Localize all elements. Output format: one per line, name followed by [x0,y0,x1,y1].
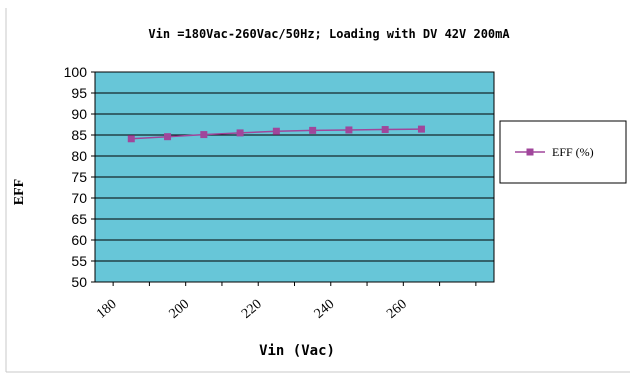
data-point-eff [381,126,389,134]
y-tick-label: 75 [71,169,87,185]
series-layer [127,125,425,143]
grid-lines [95,92,494,262]
legend-entry-label: EFF (%) [552,145,594,159]
x-axis-label: Vin (Vac) [259,343,335,359]
y-tick-label: 50 [71,274,87,290]
data-point-eff [200,131,208,139]
y-tick-label: 65 [71,211,87,227]
legend-marker-swatch [526,148,534,156]
data-point-eff [309,126,317,134]
y-tick-label: 60 [71,232,87,248]
data-point-eff [417,125,425,133]
y-tick-label: 85 [71,127,87,143]
y-axis-label: EFF [12,179,27,205]
data-point-eff [127,135,135,143]
y-tick-label: 70 [71,190,87,206]
legend: EFF (%) [499,120,627,184]
data-point-eff [345,126,353,134]
y-axis-ticks: 50 55 60 65 70 75 80 85 90 95 100 [64,64,95,290]
y-tick-label: 90 [71,106,87,122]
data-point-eff [164,133,172,141]
data-point-eff [272,127,280,135]
data-point-eff [236,129,244,137]
y-tick-label: 100 [64,64,88,80]
chart-title: Vin =180Vac-260Vac/50Hz; Loading with DV… [148,27,510,41]
y-tick-label: 80 [71,148,87,164]
y-tick-label: 95 [71,85,87,101]
y-tick-label: 55 [71,253,87,269]
